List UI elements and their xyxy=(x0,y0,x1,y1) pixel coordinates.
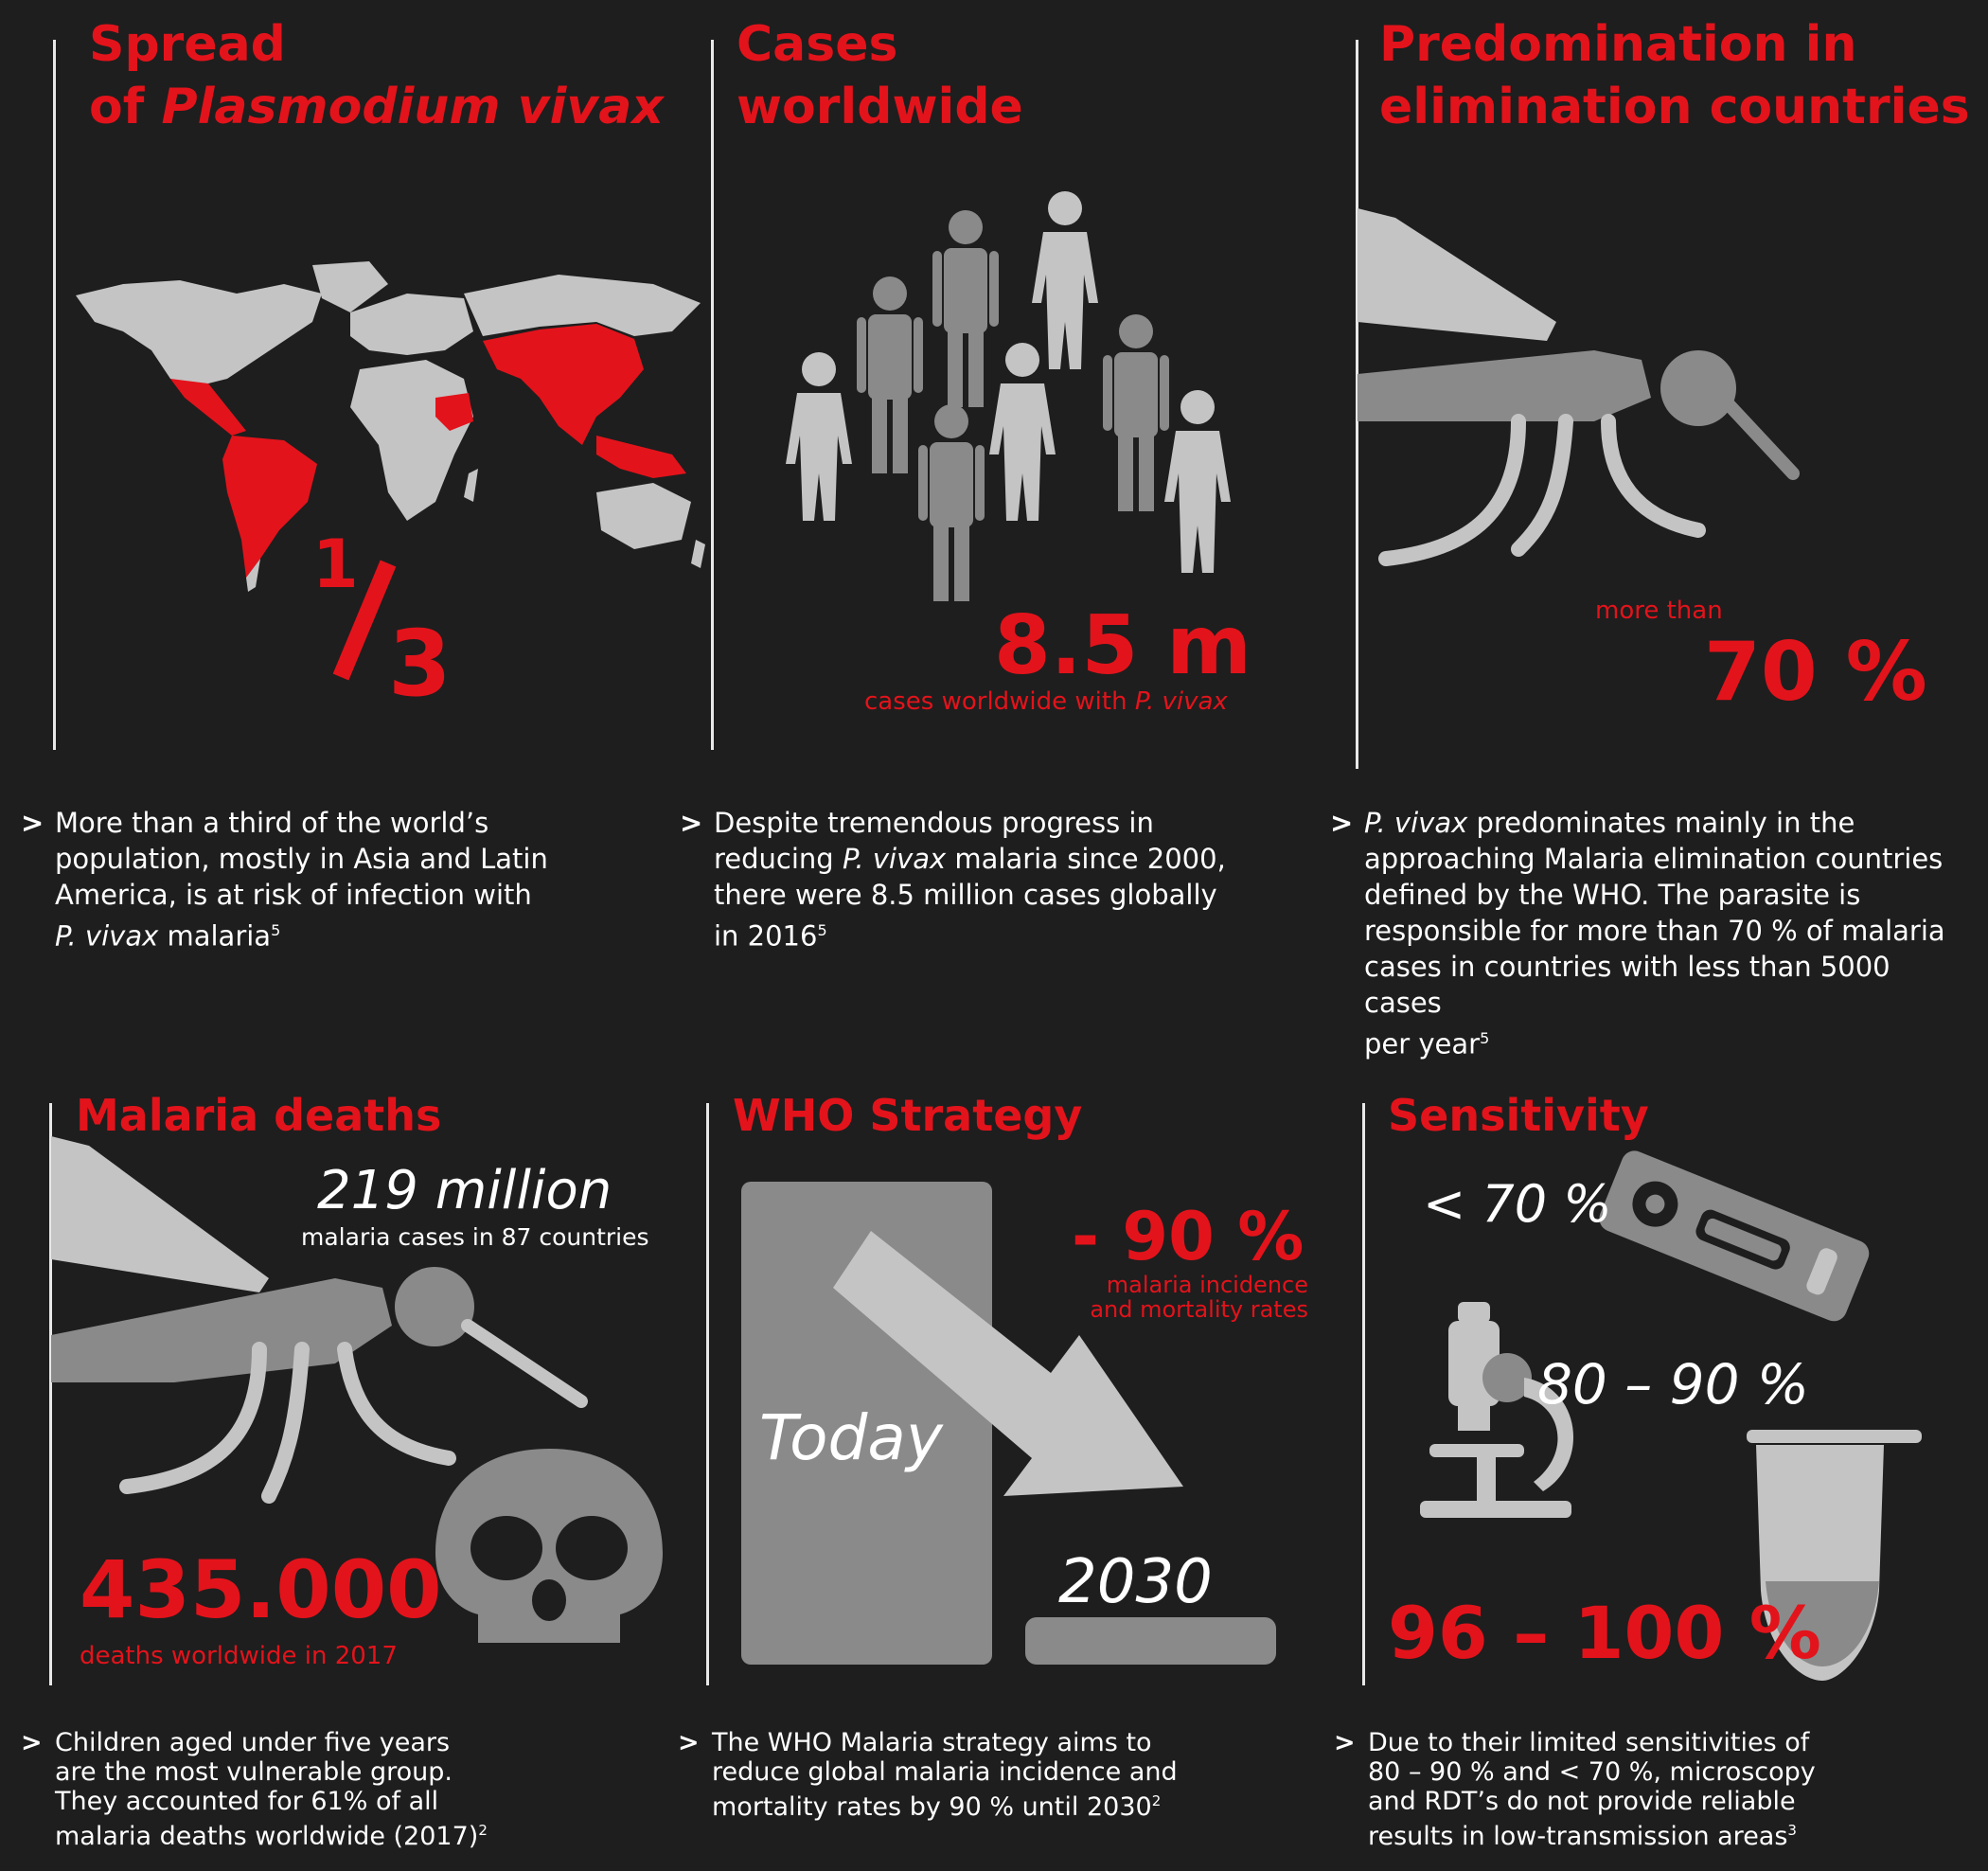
panel3-divider xyxy=(1356,40,1358,769)
bullet-chevron-icon: > xyxy=(678,1728,700,1757)
predomination-stat-prefix: more than xyxy=(1595,597,1723,625)
panel5-divider xyxy=(706,1103,709,1685)
panel2-description: > Despite tremendous progress in reducin… xyxy=(680,807,1226,953)
pcr-sensitivity-stat: 96 – 100 % xyxy=(1388,1591,1821,1675)
world-map xyxy=(76,261,705,592)
panel2-divider xyxy=(711,40,714,750)
skull-icon xyxy=(435,1449,663,1643)
person-icon-3 xyxy=(932,210,999,407)
person-icon-7 xyxy=(918,404,985,601)
panel1-title: Spread of Plasmodium vivax xyxy=(89,16,664,135)
year-label: 2030 xyxy=(1058,1547,1213,1617)
deaths-stat-caption: deaths worldwide in 2017 xyxy=(80,1642,398,1670)
panel5-description: > The WHO Malaria strategy aims to reduc… xyxy=(678,1728,1178,1822)
predomination-stat: 70 % xyxy=(1704,625,1927,720)
mosquito-icon xyxy=(51,1136,588,1504)
panel5-title: WHO Strategy xyxy=(733,1090,1083,1141)
malaria-cases-caption: malaria cases in 87 countries xyxy=(301,1223,649,1251)
fraction-slash xyxy=(332,560,397,681)
panel3-description: > P. vivax predominates mainly in the ap… xyxy=(1330,807,1945,1060)
panel4-description: > Children aged under five years are the… xyxy=(21,1728,488,1851)
deaths-stat: 435.000 xyxy=(80,1543,442,1636)
mosquito-icon xyxy=(1358,208,1800,566)
microscope-icon xyxy=(1420,1302,1574,1518)
reduction-stat: - 90 % xyxy=(1072,1198,1305,1275)
bullet-chevron-icon: > xyxy=(21,807,44,839)
fraction-numerator: 1 xyxy=(312,526,359,603)
fraction-denominator: 3 xyxy=(388,611,452,717)
bullet-chevron-icon: > xyxy=(1334,1728,1356,1757)
rdt-test-icon xyxy=(1599,1150,1870,1322)
today-label: Today xyxy=(759,1401,943,1474)
panel6-description: > Due to their limited sensitivities of … xyxy=(1334,1728,1816,1851)
panel6-title: Sensitivity xyxy=(1388,1090,1649,1141)
panel4-divider xyxy=(49,1103,52,1685)
panel6-divider xyxy=(1362,1103,1365,1685)
bullet-chevron-icon: > xyxy=(1330,807,1354,839)
target-bar xyxy=(1025,1617,1276,1665)
rdt-sensitivity-label: < 70 % xyxy=(1423,1174,1612,1234)
panel1-divider xyxy=(53,40,56,750)
malaria-cases-stat: 219 million xyxy=(317,1160,612,1221)
panel3-title: Predomination in elimination countries xyxy=(1379,16,1970,135)
panel1-description: > More than a third of the world’s popul… xyxy=(21,807,548,953)
person-icon-8 xyxy=(1164,390,1231,573)
bullet-chevron-icon: > xyxy=(680,807,703,839)
cases-stat: 8.5 m xyxy=(994,598,1251,693)
fraction-stat: 1 3 xyxy=(312,526,464,717)
panel4-title: Malaria deaths xyxy=(76,1090,442,1141)
person-icon-2 xyxy=(857,276,923,473)
bullet-chevron-icon: > xyxy=(21,1728,43,1757)
people-icons xyxy=(786,191,1231,601)
down-arrow-icon xyxy=(833,1231,1183,1496)
cases-stat-caption: cases worldwide with P. vivax xyxy=(864,687,1228,716)
person-icon-4 xyxy=(1032,191,1098,369)
person-icon-6 xyxy=(1103,314,1169,511)
pcr-tube-icon xyxy=(1747,1430,1922,1681)
person-icon-5 xyxy=(989,343,1056,521)
panel2-title: Cases worldwide xyxy=(737,16,1023,135)
person-icon-1 xyxy=(786,352,852,521)
microscopy-sensitivity-label: 80 – 90 % xyxy=(1537,1352,1810,1417)
reduction-caption: malaria incidence and mortality rates xyxy=(1090,1272,1308,1323)
